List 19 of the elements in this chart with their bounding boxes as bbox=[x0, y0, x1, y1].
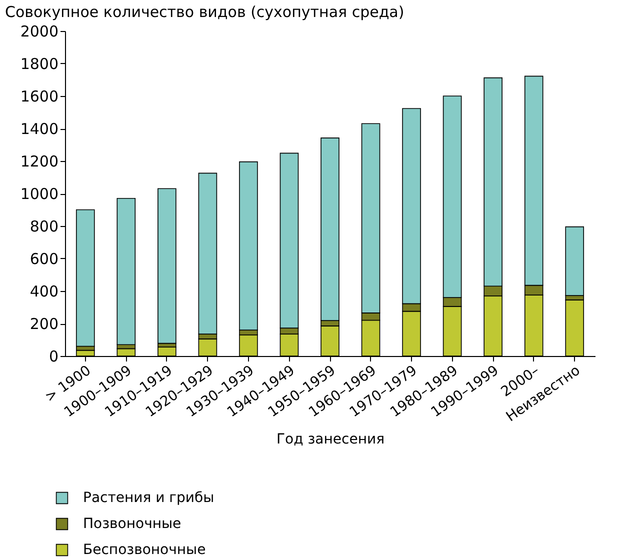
y-tick-label: 1200 bbox=[20, 152, 58, 170]
y-tick-label: 1800 bbox=[20, 55, 58, 73]
y-tick-label: 400 bbox=[30, 282, 58, 300]
x-axis-title: Год занесения bbox=[276, 431, 385, 448]
y-tick-label: 1400 bbox=[20, 120, 58, 138]
y-tick-label: 0 bbox=[48, 348, 58, 366]
y-tick-label: 600 bbox=[30, 250, 58, 268]
chart-title: Совокупное количество видов (сухопутная среда) bbox=[5, 3, 404, 21]
y-tick-label: 1600 bbox=[20, 88, 58, 106]
y-tick-label: 2000 bbox=[20, 22, 58, 40]
legend-label: Беспозвоночные bbox=[83, 542, 206, 558]
y-tick-label: 800 bbox=[30, 218, 58, 236]
y-tick-label: 1000 bbox=[20, 185, 58, 203]
legend-label: Позвоночные bbox=[83, 516, 182, 532]
bar bbox=[76, 209, 95, 347]
legend-label: Растения и грибы bbox=[83, 490, 214, 506]
bar bbox=[116, 198, 136, 346]
bar bbox=[158, 188, 176, 344]
y-tick-label: 200 bbox=[30, 315, 58, 333]
